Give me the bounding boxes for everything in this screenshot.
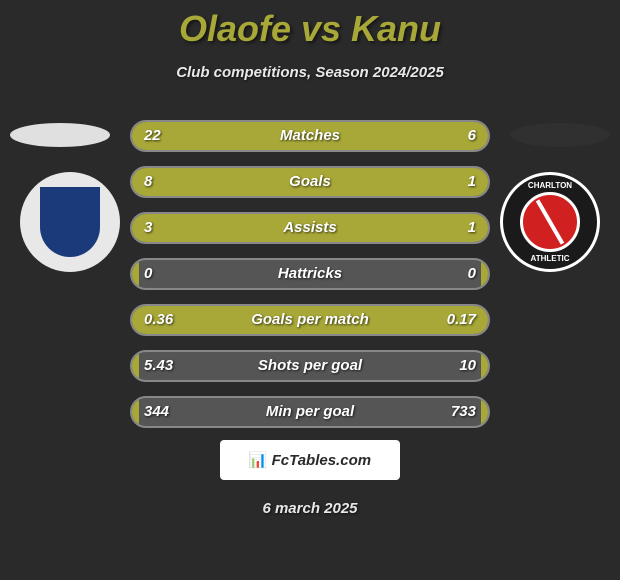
stat-row: Goals per match0.36 0.17 [130,304,490,336]
stat-value-left: 0 [144,260,152,288]
stat-row: Shots per goal5.43 10 [130,350,490,382]
page-title: Olaofe vs Kanu [0,0,620,50]
stat-label: Goals per match [132,306,488,334]
stat-value-left: 5.43 [144,352,173,380]
stat-row: Assists3 1 [130,212,490,244]
crest-right-text-top: CHARLTON [503,181,597,190]
stat-label: Shots per goal [132,352,488,380]
player-ellipse-left [10,123,110,147]
stats-bars-container: Matches226Goals81Assists31Hattricks00Goa… [130,120,490,442]
stat-value-left: 3 [144,214,152,242]
stat-value-left: 0.36 [144,306,173,334]
stat-value-left: 8 [144,168,152,196]
circle-icon [520,192,580,252]
stat-value-right: 1 [468,214,476,242]
stat-value-right: 733 [451,398,476,426]
footer-brand-label: FcTables.com [272,452,371,469]
stat-label: Min per goal [132,398,488,426]
sword-icon [536,199,564,244]
team-crest-left [20,172,120,272]
footer-brand-box: 📊 FcTables.com [220,440,400,480]
player-ellipse-right [510,123,610,147]
stat-value-left: 22 [144,122,161,150]
stat-value-right: 0.17 [447,306,476,334]
stat-value-left: 344 [144,398,169,426]
shield-icon [40,187,100,257]
page-subtitle: Club competitions, Season 2024/2025 [0,64,620,81]
stat-label: Assists [132,214,488,242]
stat-row: Goals8 1 [130,166,490,198]
team-crest-right: CHARLTON ATHLETIC [500,172,600,272]
stat-value-right: 10 [459,352,476,380]
stat-label: Matches [132,122,488,150]
stat-label: Goals [132,168,488,196]
chart-icon: 📊 [249,451,268,469]
stat-row: Hattricks0 0 [130,258,490,290]
stat-value-right: 0 [468,260,476,288]
stat-row: Matches22 6 [130,120,490,152]
stat-value-right: 1 [468,168,476,196]
stat-row: Min per goal344 733 [130,396,490,428]
date-label: 6 march 2025 [262,500,357,517]
stat-label: Hattricks [132,260,488,288]
crest-right-text-bottom: ATHLETIC [503,254,597,263]
stat-value-right: 6 [468,122,476,150]
